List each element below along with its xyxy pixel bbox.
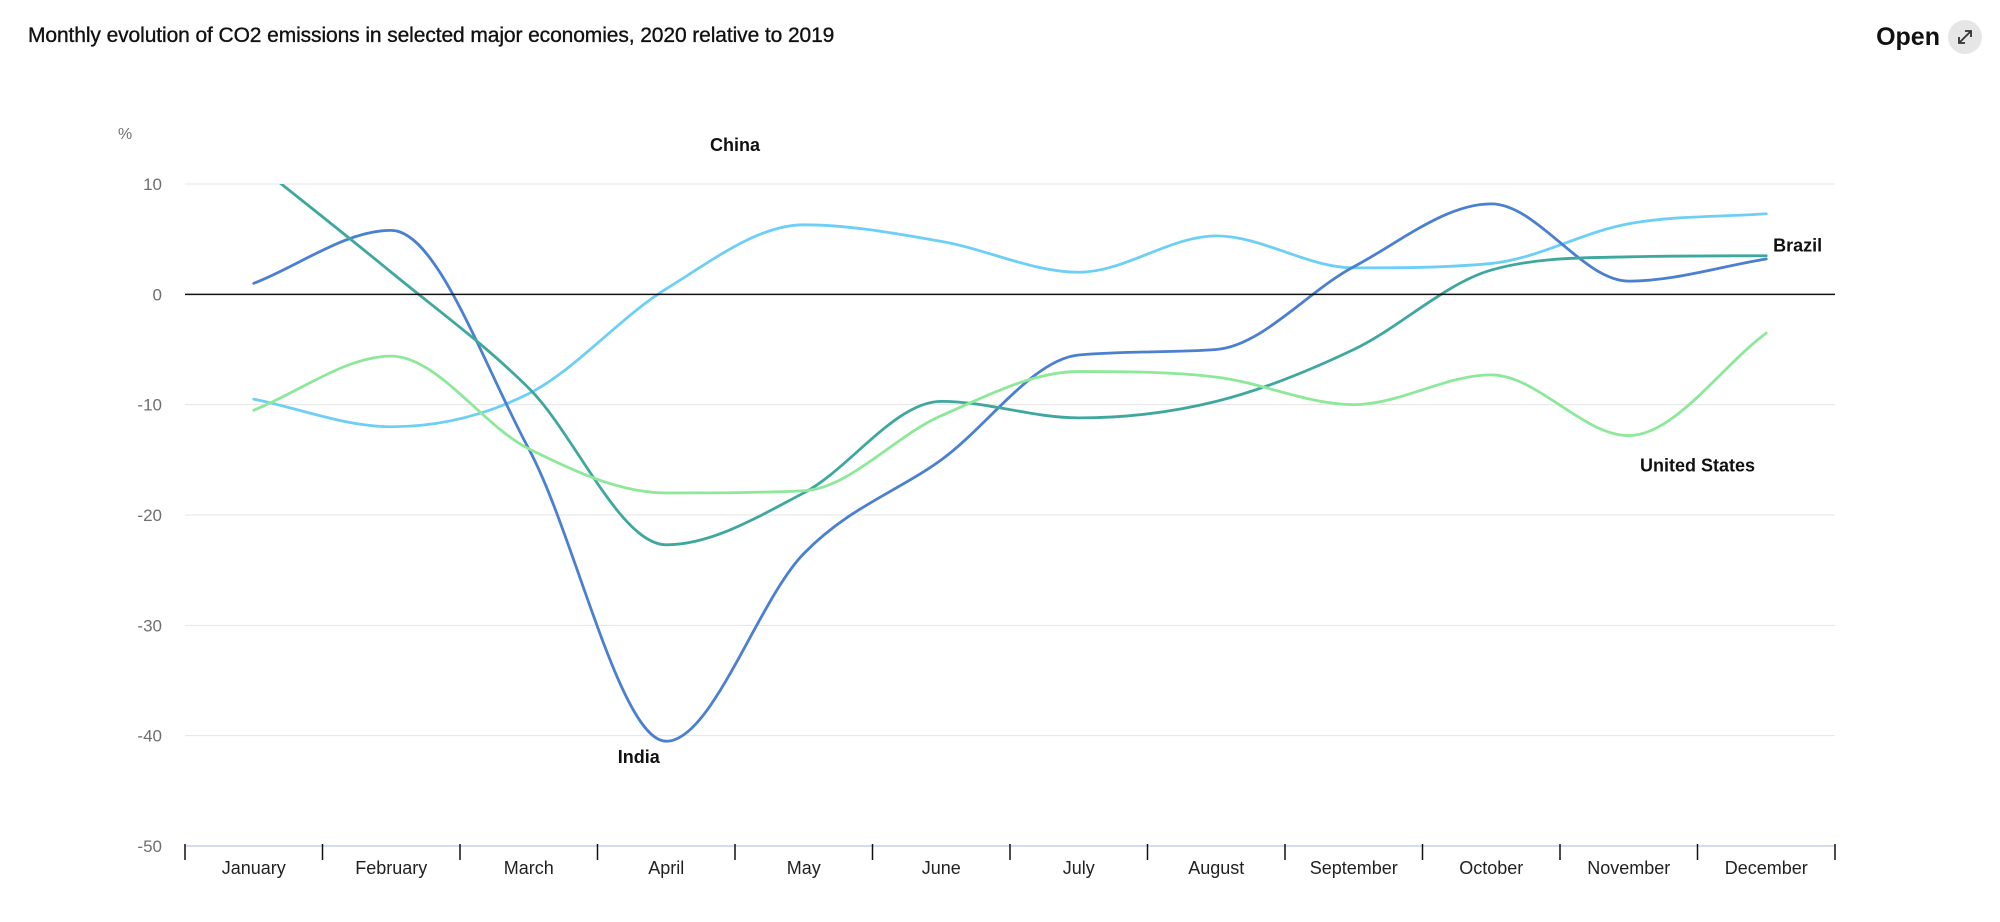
series-line-united-states: [252, 331, 1768, 495]
open-button[interactable]: Open: [1876, 20, 1982, 54]
x-tick-label: November: [1587, 858, 1670, 878]
y-axis-unit-label: %: [118, 126, 132, 143]
y-tick-label: -40: [137, 727, 162, 746]
series-line-china: [252, 212, 1768, 429]
x-tick-label: March: [504, 858, 554, 878]
series-line-india: [252, 202, 1768, 743]
series-label-china: China: [710, 135, 761, 155]
x-tick-label: February: [355, 858, 427, 878]
series-label-united-states: United States: [1640, 456, 1755, 476]
expand-arrows-icon[interactable]: [1948, 20, 1982, 54]
x-tick-label: June: [922, 858, 961, 878]
x-tick-label: July: [1063, 858, 1095, 878]
x-tick-label: April: [648, 858, 684, 878]
y-tick-label: -30: [137, 616, 162, 635]
series-line-brazil: [279, 184, 1768, 547]
y-tick-label: 0: [153, 285, 162, 304]
x-tick-label: August: [1188, 858, 1244, 878]
x-tick-label: December: [1725, 858, 1808, 878]
series-label-brazil: Brazil: [1773, 236, 1822, 256]
x-tick-label: January: [222, 858, 286, 878]
y-tick-label: 10: [143, 175, 162, 194]
y-tick-label: -50: [137, 837, 162, 856]
x-tick-label: October: [1459, 858, 1523, 878]
y-tick-label: -10: [137, 396, 162, 415]
y-tick-label: -20: [137, 506, 162, 525]
x-tick-label: September: [1310, 858, 1398, 878]
series-label-india: India: [618, 747, 661, 767]
x-tick-label: May: [787, 858, 821, 878]
chart-title: Monthly evolution of CO2 emissions in se…: [28, 24, 835, 47]
open-label: Open: [1876, 22, 1940, 51]
